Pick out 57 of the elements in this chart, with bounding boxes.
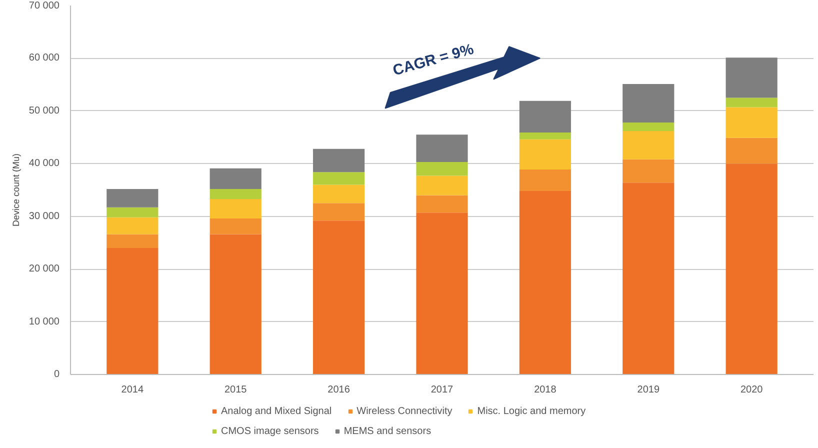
bar: [519, 132, 571, 140]
bar: [726, 58, 778, 98]
legend-label: Wireless Connectivity: [356, 405, 452, 417]
y-tick-label: 60 000: [28, 52, 60, 64]
bar: [106, 217, 158, 234]
bar: [726, 107, 778, 138]
bar: [313, 172, 365, 185]
bar: [210, 188, 262, 199]
bar: [519, 139, 571, 170]
bar: [519, 191, 571, 374]
x-tick-label: 2019: [637, 384, 660, 396]
x-tick-label: 2015: [224, 384, 248, 396]
bar: [726, 138, 778, 164]
legend-label: MEMS and sensors: [344, 425, 432, 437]
y-axis-title: Device count (Mu): [10, 153, 21, 227]
bar: [622, 130, 674, 160]
bar: [106, 207, 158, 218]
bar: [106, 248, 158, 374]
y-tick-label: 40 000: [28, 158, 60, 170]
bar: [622, 182, 674, 374]
bar: [313, 203, 365, 221]
legend-label: Misc. Logic and memory: [477, 405, 586, 417]
x-tick-label: 2017: [430, 384, 454, 396]
bar: [313, 220, 365, 374]
bar: [210, 198, 262, 218]
x-tick-label: 2014: [121, 384, 144, 396]
y-tick-label: 10 000: [28, 316, 60, 328]
y-tick-label: 0: [54, 369, 60, 380]
x-tick-label: 2018: [534, 384, 557, 396]
annotation: CAGR = 9%: [391, 40, 476, 80]
bar: [210, 168, 262, 189]
bar: [106, 188, 158, 208]
x-tick-label: 2020: [740, 384, 764, 396]
y-tick-label: 20 000: [28, 264, 60, 275]
bar: [519, 169, 571, 192]
bar: [622, 84, 674, 123]
y-tick-label: 30 000: [28, 210, 60, 222]
bar: [416, 162, 468, 176]
bar: [416, 134, 468, 162]
bar: [726, 98, 778, 108]
y-tick-label: 50 000: [28, 105, 60, 116]
bar: [416, 195, 468, 213]
bar: [106, 234, 158, 248]
bar: [726, 164, 778, 374]
bar: [416, 176, 468, 196]
bar: [210, 234, 262, 374]
legend-label: CMOS image sensors: [221, 425, 319, 437]
bar: [313, 184, 365, 204]
bar: [210, 218, 262, 234]
bar: [416, 212, 468, 374]
bar: [622, 159, 674, 183]
y-tick-label: 70 000: [28, 0, 60, 12]
bar: [519, 100, 571, 133]
bar: [622, 122, 674, 131]
bar: [313, 148, 365, 172]
legend-label: Analog and Mixed Signal: [221, 405, 332, 417]
x-tick-label: 2016: [328, 384, 350, 396]
